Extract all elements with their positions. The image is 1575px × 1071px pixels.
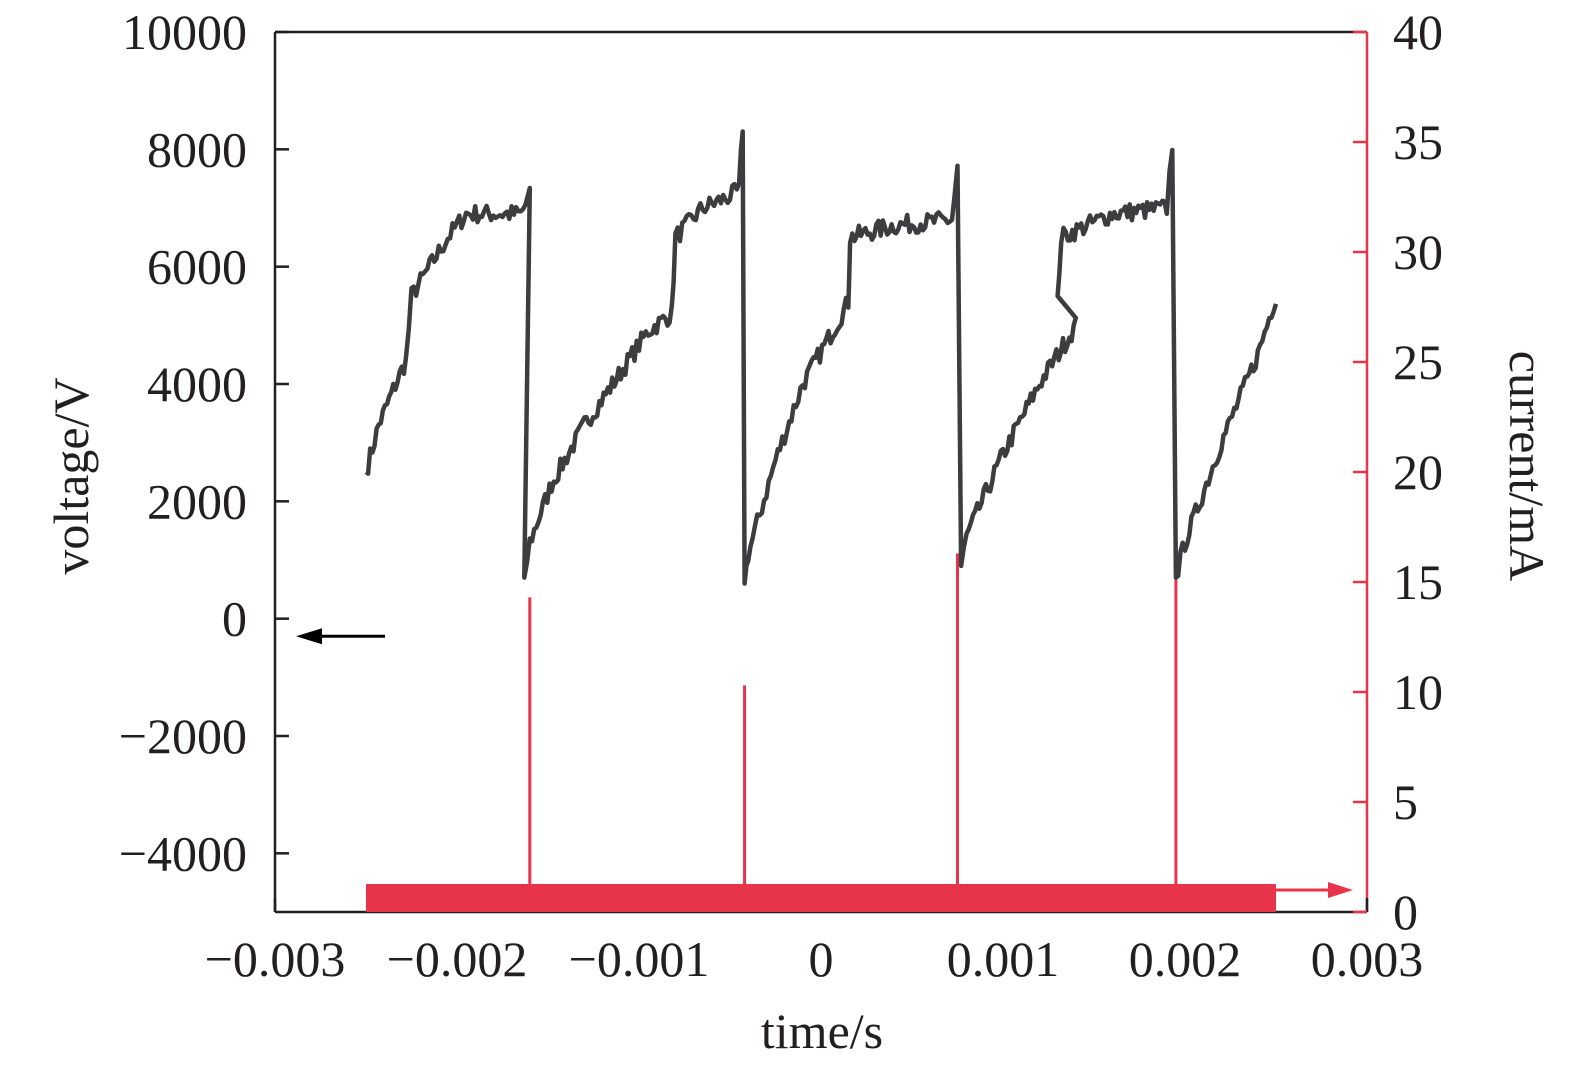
y-right-tick-label: 30: [1393, 224, 1443, 280]
x-tick-label: −0.002: [387, 931, 528, 987]
y-right-tick-label: 40: [1393, 4, 1443, 60]
x-axis: −0.003 −0.002 −0.001 0 0.001 0.002 0.003: [205, 898, 1424, 987]
y-axis-left: 10000 8000 6000 4000 2000 0 −2000 −4000: [119, 4, 289, 881]
y-left-tick-label: 6000: [147, 239, 247, 295]
x-tick-label: 0.001: [947, 931, 1060, 987]
current-spikes: [528, 498, 1178, 898]
y-left-tick-label: −2000: [119, 708, 247, 764]
x-tick-label: −0.001: [569, 931, 710, 987]
x-tick-label: −0.003: [205, 931, 346, 987]
axis-arrows: [296, 628, 1353, 898]
x-tick-label: 0: [809, 931, 834, 987]
arrow-right-head: [1328, 882, 1353, 898]
voltage-series: [364, 129, 1279, 586]
y-left-tick-label: 4000: [147, 356, 247, 412]
y-axis-right-title: current/mA: [1499, 351, 1555, 581]
y-right-tick-label: 10: [1393, 664, 1443, 720]
y-left-tick-label: 2000: [147, 473, 247, 529]
y-right-tick-label: 0: [1393, 884, 1418, 940]
x-tick-label: 0.003: [1311, 931, 1424, 987]
y-left-tick-label: 0: [222, 591, 247, 647]
y-axis-left-title: voltage/V: [43, 377, 99, 574]
y-left-tick-label: 10000: [122, 4, 247, 60]
y-axis-right: 40 35 30 25 20 15 10 5 0: [1353, 4, 1443, 940]
y-right-tick-label: 20: [1393, 444, 1443, 500]
y-right-tick-label: 5: [1393, 774, 1418, 830]
x-tick-label: 0.002: [1129, 931, 1242, 987]
y-right-tick-label: 25: [1393, 334, 1443, 390]
y-right-tick-label: 35: [1393, 114, 1443, 170]
current-baseline-band: [366, 884, 1276, 912]
y-left-tick-label: 8000: [147, 121, 247, 177]
y-left-tick-label: −4000: [119, 825, 247, 881]
y-right-tick-label: 15: [1393, 554, 1443, 610]
arrow-left-head: [296, 628, 322, 645]
x-axis-title: time/s: [761, 1003, 883, 1059]
current-baseline: [366, 884, 1276, 912]
voltage-line: [364, 129, 1279, 586]
plot-frame: [273, 30, 1369, 914]
